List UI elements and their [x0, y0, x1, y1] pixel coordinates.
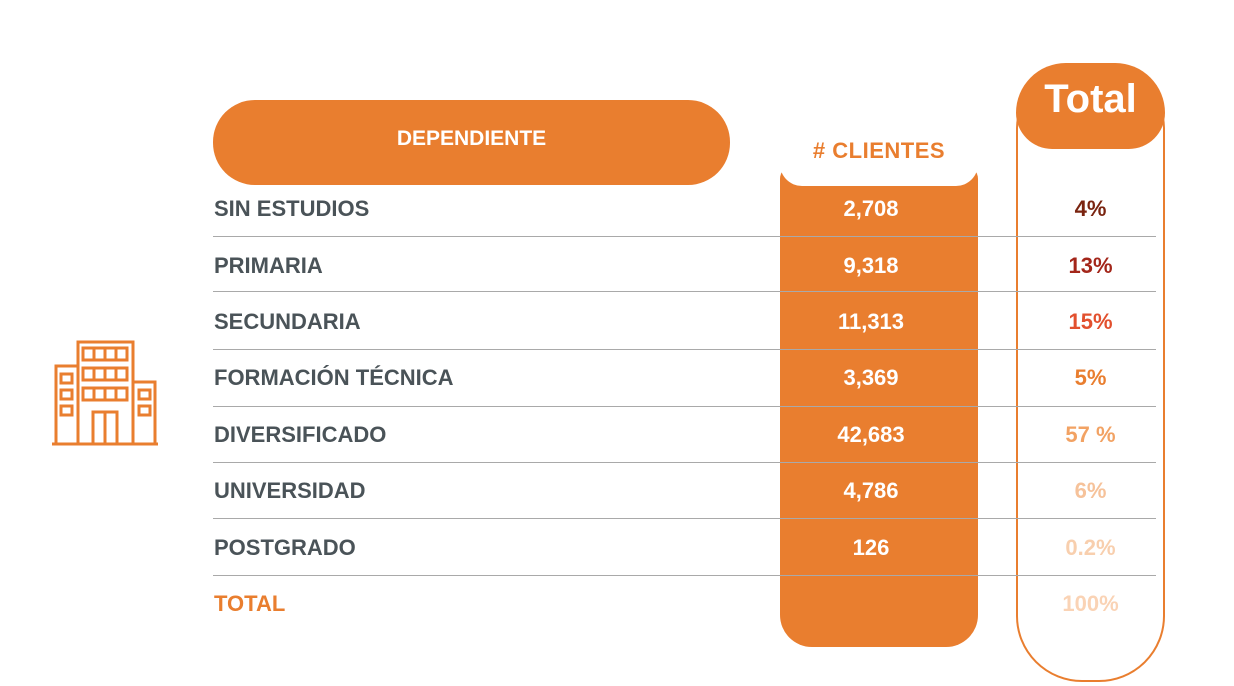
row-label-formacion-tecnica: FORMACIÓN TÉCNICA	[214, 365, 454, 390]
row-divider	[213, 349, 1156, 350]
total-header-label: Total	[1044, 77, 1137, 121]
row-label-sin-estudios: SIN ESTUDIOS	[214, 196, 370, 221]
row-label-total: TOTAL	[214, 591, 286, 616]
row-pct-total: 100%	[1062, 591, 1119, 616]
row-label-universidad: UNIVERSIDAD	[214, 478, 366, 503]
row-label-primaria: PRIMARIA	[214, 253, 323, 278]
row-clients-sin-estudios: 2,708	[843, 196, 899, 221]
row-divider	[213, 291, 1156, 292]
row-divider	[213, 462, 1156, 463]
row-label-diversificado: DIVERSIFICADO	[214, 422, 387, 447]
row-pct-diversificado: 57 %	[1065, 422, 1116, 447]
total-header: Total	[1016, 63, 1165, 149]
row-pct-primaria: 13%	[1068, 253, 1113, 278]
clients-column-notch	[780, 150, 978, 186]
category-header: DEPENDIENTE	[213, 100, 730, 185]
row-clients-secundaria: 11,313	[837, 309, 905, 334]
row-divider	[213, 575, 1156, 576]
row-pct-formacion-tecnica: 5%	[1074, 365, 1107, 390]
row-pct-secundaria: 15%	[1068, 309, 1113, 334]
row-label-secundaria: SECUNDARIA	[214, 309, 361, 334]
row-clients-primaria: 9,318	[843, 253, 899, 278]
row-clients-diversificado: 42,683	[837, 422, 905, 447]
row-pct-postgrado: 0.2%	[1065, 535, 1116, 560]
row-pct-universidad: 6%	[1074, 478, 1107, 503]
row-divider	[213, 518, 1156, 519]
row-divider	[213, 236, 1156, 237]
clients-header: # CLIENTES	[812, 138, 946, 163]
row-clients-universidad: 4,786	[843, 478, 899, 503]
row-clients-postgrado: 126	[852, 535, 890, 560]
row-clients-formacion-tecnica: 3,369	[843, 365, 899, 390]
row-label-postgrado: POSTGRADO	[214, 535, 356, 560]
office-building-icon	[52, 340, 158, 446]
row-divider	[213, 406, 1156, 407]
row-pct-sin-estudios: 4%	[1074, 196, 1107, 221]
category-header-label: DEPENDIENTE	[396, 127, 547, 150]
